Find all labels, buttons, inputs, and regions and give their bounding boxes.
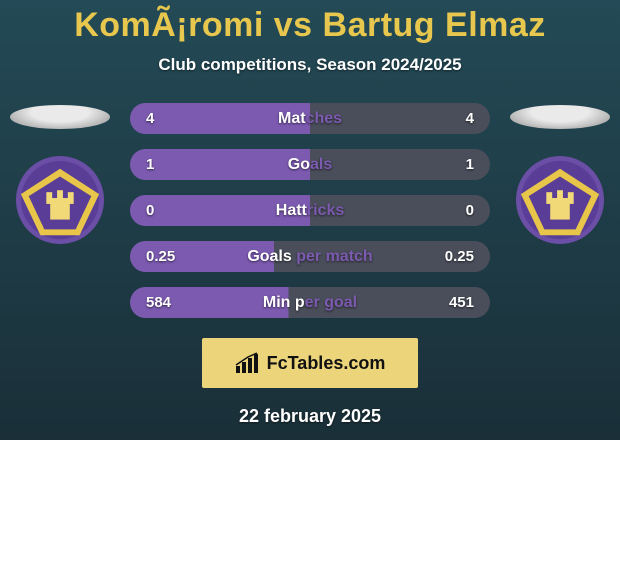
stat-bar: 584 Min per goal 451 [130,287,490,318]
body-row: 4 Matches 4 1 Goals 1 0 Hattricks 0 0.25 Goals per… [0,103,620,318]
logo-box: FcTables.com [202,338,418,388]
stat-label-left-half: Mat [278,110,306,127]
stat-label-right-half: per match [296,248,372,265]
crest-left-icon [11,155,109,245]
stat-bar: 4 Matches 4 [130,103,490,134]
page-title: KomÃ¡romi vs Bartug Elmaz [0,0,620,45]
stat-right-value: 4 [466,110,474,127]
stat-label-right-half: ches [306,110,342,127]
stat-left-value: 0 [146,202,154,219]
stat-right-value: 1 [466,156,474,173]
player-left-silhouette [10,105,110,129]
left-player-col [8,103,112,245]
stat-left-value: 0.25 [146,248,175,265]
crest-right-icon [511,155,609,245]
right-player-col [508,103,612,245]
subtitle: Club competitions, Season 2024/2025 [0,55,620,75]
stats-column: 4 Matches 4 1 Goals 1 0 Hattricks 0 0.25 Goals per… [112,103,508,318]
content-container: KomÃ¡romi vs Bartug Elmaz Club competiti… [0,0,620,427]
team-right-crest [511,155,609,245]
stat-label-right-half: ricks [307,202,344,219]
stat-label: Goals per match [247,248,372,266]
background-white [0,440,620,580]
stat-label-right-half: als [310,156,332,173]
stat-left-value: 584 [146,294,171,311]
stat-label: Hattricks [276,202,344,220]
bar-chart-icon [235,352,261,374]
stat-bar: 0.25 Goals per match 0.25 [130,241,490,272]
stat-label: Min per goal [263,294,357,312]
stat-label-left-half: Hatt [276,202,307,219]
stat-label: Goals [288,156,332,174]
stat-label-left-half: Goals [247,248,296,265]
stat-left-value: 1 [146,156,154,173]
stat-right-value: 451 [449,294,474,311]
stat-right-value: 0 [466,202,474,219]
stat-bar: 1 Goals 1 [130,149,490,180]
team-left-crest [11,155,109,245]
stat-label-right-half: er goal [305,294,357,311]
stat-right-value: 0.25 [445,248,474,265]
stat-left-value: 4 [146,110,154,127]
date-text: 22 february 2025 [0,406,620,427]
stat-label: Matches [278,110,342,128]
stat-label-left-half: Min p [263,294,305,311]
player-right-silhouette [510,105,610,129]
logo-text: FcTables.com [267,353,386,374]
stat-label-left-half: Go [288,156,310,173]
stat-bar: 0 Hattricks 0 [130,195,490,226]
